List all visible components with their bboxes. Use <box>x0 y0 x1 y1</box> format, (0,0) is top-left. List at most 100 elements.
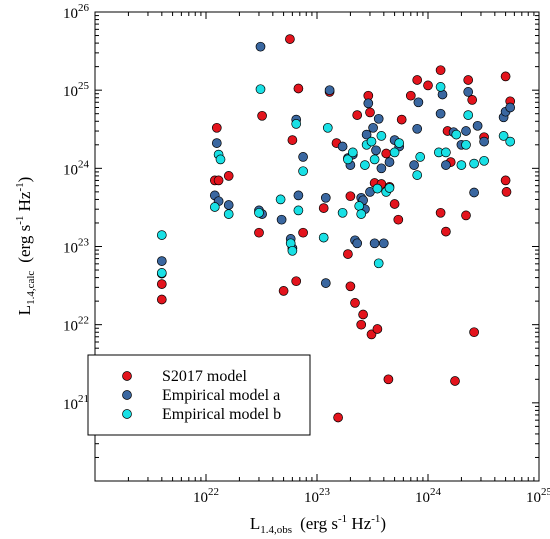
data-point <box>423 80 433 91</box>
data-point <box>223 209 234 219</box>
x-tick-label: 1024 <box>415 486 442 506</box>
data-point <box>298 166 308 177</box>
y-tick-label: 1021 <box>63 393 89 413</box>
data-point <box>373 113 384 124</box>
legend-label-s2017: S2017 model <box>162 368 247 385</box>
data-point <box>276 214 287 225</box>
data-point <box>257 110 267 121</box>
data-point <box>156 256 167 266</box>
data-point <box>320 192 331 203</box>
data-point <box>461 210 471 221</box>
data-point <box>384 157 395 167</box>
data-point <box>275 194 286 205</box>
data-point <box>255 41 266 52</box>
data-point <box>369 154 380 165</box>
data-point <box>361 129 372 140</box>
data-point <box>373 258 384 269</box>
data-point <box>352 238 363 249</box>
data-point <box>278 286 289 296</box>
data-point <box>412 170 423 180</box>
data-point <box>413 97 424 108</box>
points-layer <box>156 34 516 423</box>
data-point <box>441 147 451 158</box>
data-point <box>501 187 512 197</box>
data-point <box>356 319 367 330</box>
data-point <box>337 207 348 218</box>
data-point <box>366 136 377 147</box>
data-point <box>472 120 483 131</box>
data-point <box>405 90 416 101</box>
data-point <box>461 139 471 150</box>
data-point <box>479 155 489 166</box>
data-point <box>365 107 375 118</box>
data-point <box>441 226 451 237</box>
data-point <box>350 298 360 308</box>
data-point <box>333 412 343 423</box>
data-point <box>213 175 224 186</box>
data-point <box>371 145 381 156</box>
data-point <box>469 327 479 338</box>
data-point <box>372 183 383 194</box>
data-point <box>435 207 446 218</box>
data-point <box>415 152 426 162</box>
x-tick-label: 1025 <box>526 486 550 506</box>
data-point <box>293 205 304 216</box>
data-point <box>389 199 400 209</box>
data-point <box>209 202 220 212</box>
data-point <box>381 148 392 159</box>
x-tick-label: 1023 <box>304 486 331 506</box>
data-point <box>363 98 374 109</box>
data-point <box>223 171 234 181</box>
legend-marker-empirical-b <box>122 409 132 419</box>
data-point <box>469 158 479 169</box>
data-point <box>322 122 333 133</box>
data-point <box>345 191 356 202</box>
legend-label-empirical-a: Empirical model a <box>162 387 280 404</box>
data-point <box>463 87 474 97</box>
x-tick-label: 1022 <box>193 486 219 506</box>
data-point <box>298 227 308 238</box>
data-point <box>343 154 353 165</box>
data-point <box>343 249 353 259</box>
data-point <box>451 129 462 140</box>
y-tick-label: 1025 <box>63 80 90 100</box>
data-point <box>352 110 363 120</box>
data-point <box>298 152 308 162</box>
data-point <box>287 135 298 145</box>
data-point <box>384 183 395 193</box>
data-point <box>450 376 460 386</box>
data-point <box>372 324 383 334</box>
data-point <box>320 278 331 288</box>
data-point <box>318 232 329 243</box>
data-point <box>378 238 389 249</box>
y-axis-title: L1.4,calc(erg s-1 Hz-1) <box>14 177 37 316</box>
data-point <box>156 230 167 240</box>
data-point <box>345 281 356 292</box>
y-tick-label: 1022 <box>63 315 89 335</box>
data-point <box>354 201 365 211</box>
data-point <box>215 154 226 165</box>
data-point <box>498 131 509 141</box>
data-point <box>412 123 423 134</box>
data-point <box>376 131 387 141</box>
y-tick-label: 1026 <box>63 2 90 22</box>
data-point <box>376 163 387 174</box>
data-point <box>394 138 405 148</box>
legend-marker-empirical-a <box>122 390 132 400</box>
data-point <box>337 141 348 152</box>
data-point <box>287 245 298 256</box>
ticks-layer: 1022 1023 1024 1025 1021 1022 1023 1024 1025 1026 <box>63 2 550 506</box>
data-point <box>293 83 304 94</box>
data-point <box>293 190 304 201</box>
data-point <box>409 160 419 170</box>
legend: S2017 model Empirical model a Empirical … <box>87 354 311 436</box>
data-point <box>254 227 264 238</box>
data-point <box>291 276 302 287</box>
data-point <box>435 82 446 92</box>
data-point <box>369 238 380 249</box>
data-point <box>463 110 474 120</box>
data-point <box>396 114 407 125</box>
data-point <box>412 75 423 85</box>
data-point <box>435 108 446 119</box>
